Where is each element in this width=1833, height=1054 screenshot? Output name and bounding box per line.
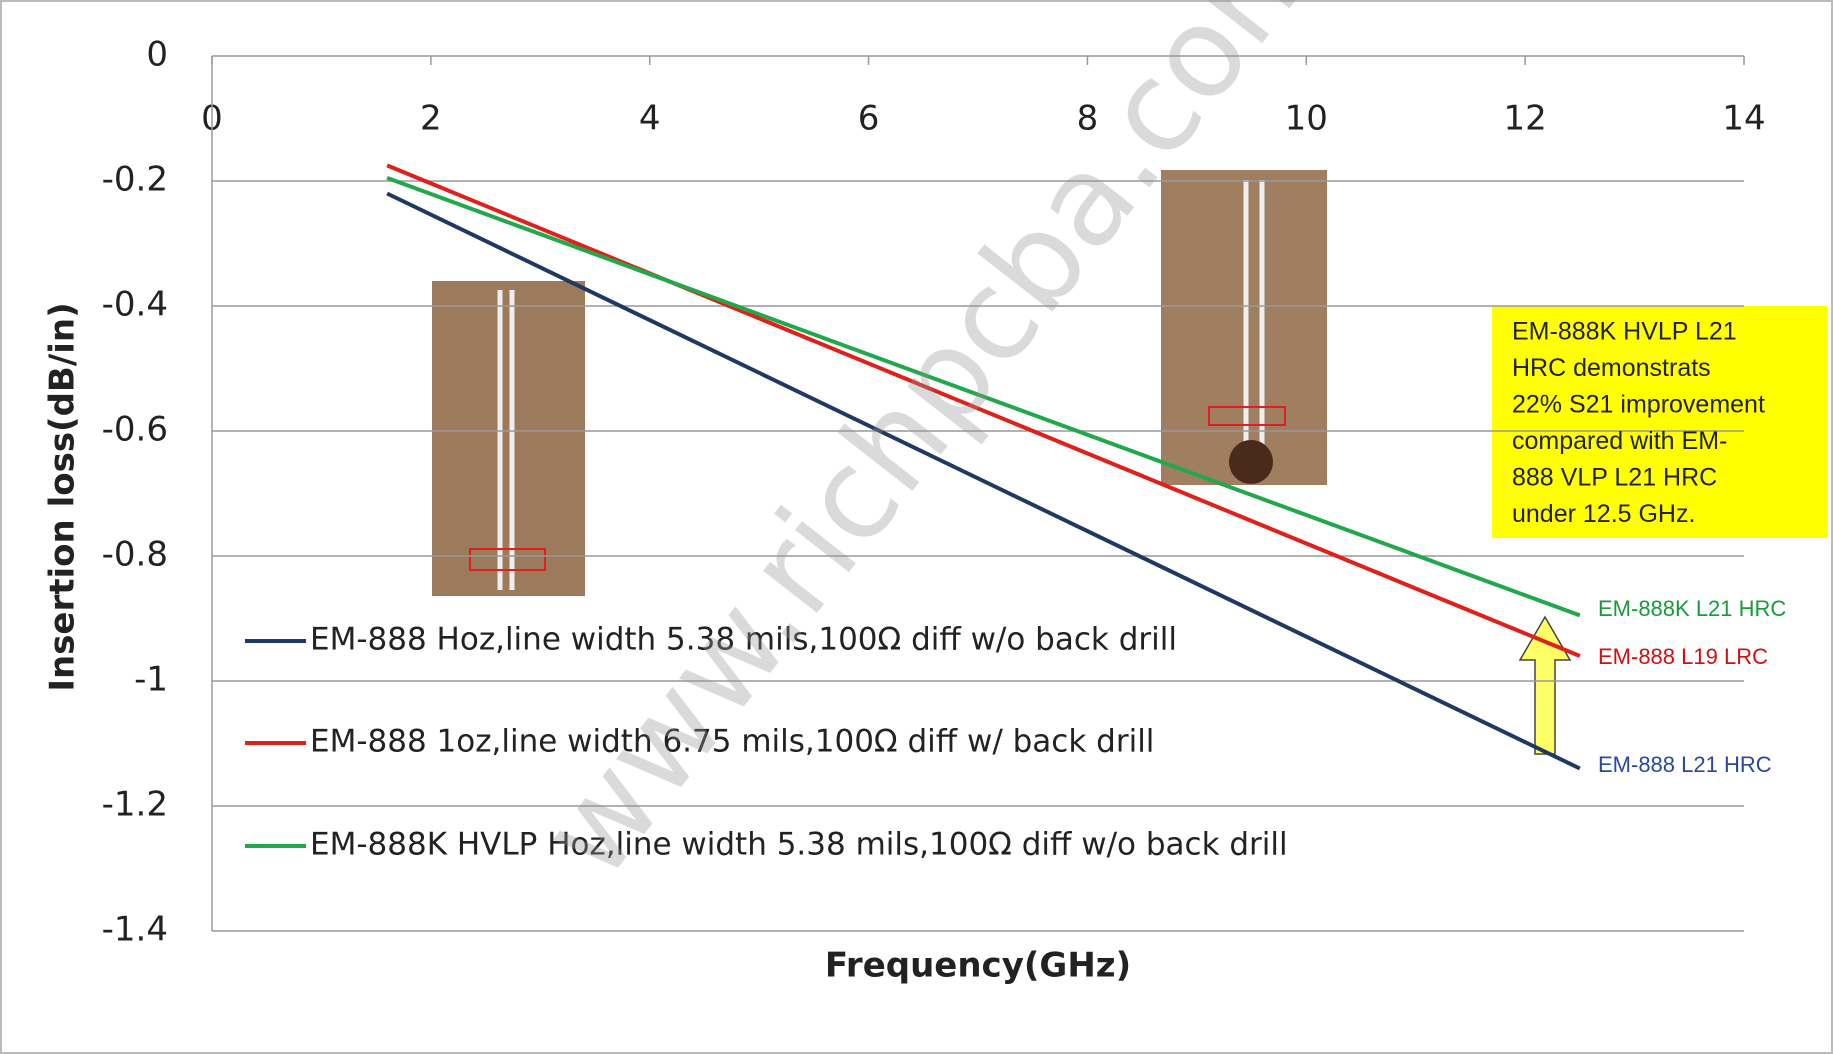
y-tick-label: -1.2: [102, 785, 168, 825]
y-tick-label: -0.2: [102, 160, 168, 200]
x-tick-label: 12: [1504, 99, 1547, 139]
annotation-text: 22% S21 improvement: [1512, 391, 1765, 419]
x-tick-label: 6: [858, 99, 880, 139]
annotation-text: under 12.5 GHz.: [1512, 500, 1695, 528]
y-tick-label: -1.4: [102, 910, 168, 950]
x-axis-title: Frequency(GHz): [825, 946, 1131, 986]
y-tick-label: 0: [146, 35, 168, 75]
y-tick-label: -1: [134, 660, 168, 700]
annotation-text: EM-888K HVLP L21: [1512, 318, 1737, 346]
y-axis-title: Insertion loss(dB/in): [43, 302, 83, 691]
y-tick-label: -0.6: [102, 410, 168, 450]
x-tick-label: 2: [420, 99, 442, 139]
end-label: EM-888 L21 HRC: [1598, 752, 1772, 777]
inset-photo: [1161, 170, 1327, 485]
y-tick-label: -0.4: [102, 285, 168, 325]
end-label: EM-888K L21 HRC: [1598, 596, 1786, 621]
x-tick-label: 14: [1722, 99, 1765, 139]
end-label: EM-888 L19 LRC: [1598, 644, 1768, 669]
annotation-text: compared with EM-: [1512, 427, 1727, 455]
annotation-text: HRC demonstrats: [1512, 354, 1711, 382]
x-tick-label: 10: [1285, 99, 1328, 139]
chart: Insertion loss(dB/in) Frequency(GHz) 0 -0…: [0, 0, 1833, 1054]
annotation-text: 888 VLP L21 HRC: [1512, 464, 1717, 492]
y-tick-label: -0.8: [102, 535, 168, 575]
x-tick-label: 4: [639, 99, 661, 139]
legend-label: EM-888K HVLP Hoz,line width 5.38 mils,10…: [310, 827, 1288, 863]
inset-photo: [432, 281, 585, 596]
